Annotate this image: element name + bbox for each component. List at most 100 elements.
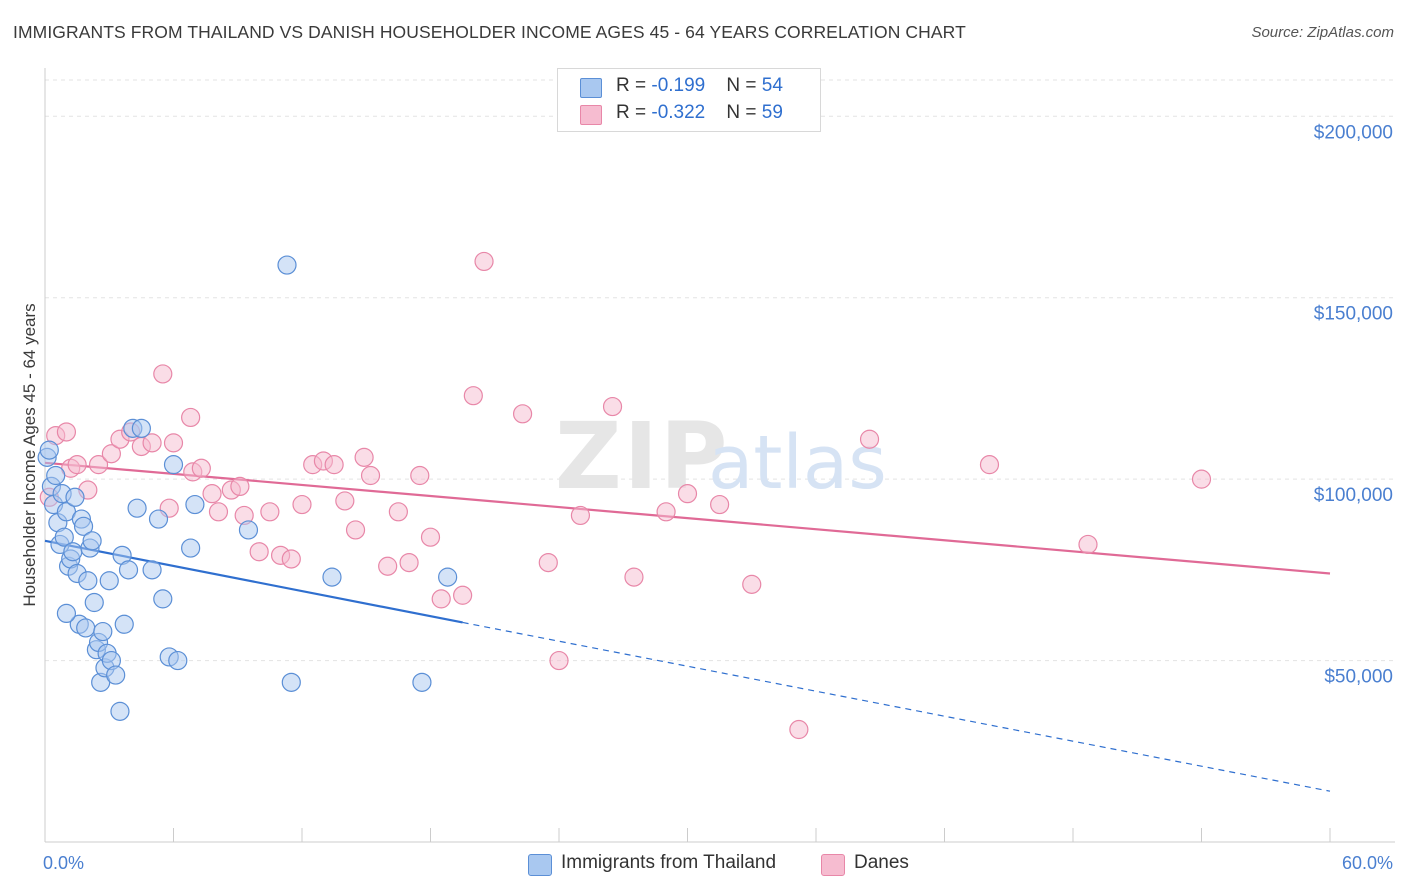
y-tick-label: $150,000 xyxy=(1314,304,1393,325)
point-danes xyxy=(549,650,569,671)
point-danes xyxy=(420,527,441,547)
point-danes xyxy=(677,484,698,504)
grid-lines xyxy=(45,79,1395,662)
point-thailand xyxy=(106,665,126,685)
point-danes xyxy=(153,364,173,384)
point-danes xyxy=(324,455,344,475)
point-thailand xyxy=(39,440,59,460)
point-thailand xyxy=(148,509,169,529)
bottom-legend-swatch-danes xyxy=(821,854,845,876)
point-thailand xyxy=(438,567,458,587)
point-danes xyxy=(292,494,312,515)
point-danes xyxy=(249,542,269,562)
point-danes xyxy=(378,556,398,576)
point-thailand xyxy=(114,614,134,634)
stats-legend: R = -0.199 N = 54 R = -0.322 N = 59 xyxy=(557,68,821,132)
point-danes xyxy=(142,433,162,453)
point-danes xyxy=(742,574,762,594)
point-danes xyxy=(191,458,211,478)
point-danes xyxy=(281,549,301,569)
point-thailand xyxy=(82,531,102,551)
point-danes xyxy=(345,520,366,540)
point-thailand xyxy=(56,603,77,624)
point-danes xyxy=(656,502,676,522)
point-thailand xyxy=(185,494,205,515)
point-danes xyxy=(710,494,730,515)
point-thailand xyxy=(63,542,83,562)
point-danes xyxy=(399,552,419,573)
point-danes xyxy=(181,407,201,428)
source-label: Source: ZipAtlas.com xyxy=(1251,24,1394,41)
legend-swatch-thailand xyxy=(580,78,602,98)
bottom-legend-label-danes: Danes xyxy=(854,852,909,873)
point-thailand xyxy=(163,455,184,475)
point-danes xyxy=(354,447,374,467)
point-thailand xyxy=(131,418,151,438)
point-thailand xyxy=(277,255,297,275)
point-danes xyxy=(789,719,809,740)
point-thailand xyxy=(153,589,173,609)
point-thailand xyxy=(110,701,130,721)
point-thailand xyxy=(65,487,85,507)
point-danes xyxy=(163,433,184,453)
point-danes xyxy=(360,465,381,486)
trend-line-danes xyxy=(44,461,1331,575)
legend-swatch-danes xyxy=(580,105,602,125)
legend-n-label: N = xyxy=(726,102,762,123)
y-tick-label: $200,000 xyxy=(1314,122,1393,143)
y-tick-label: $100,000 xyxy=(1314,485,1393,506)
point-thailand xyxy=(281,672,301,692)
legend-r-label: R = xyxy=(616,102,652,123)
point-thailand xyxy=(322,567,342,587)
y-axis-label: Householder Income Ages 45 - 64 years xyxy=(20,303,39,606)
legend-r-value: -0.322 xyxy=(651,102,706,123)
point-thailand xyxy=(78,571,98,591)
point-danes xyxy=(453,585,473,605)
legend-n-value: 59 xyxy=(761,102,783,123)
point-danes xyxy=(208,502,229,522)
point-thailand xyxy=(76,618,96,638)
y-tick-labels: $50,000 $100,000 $150,000 $200,000 xyxy=(1314,122,1393,687)
x-tick-labels: 0.0% 60.0% xyxy=(43,853,1393,873)
point-thailand xyxy=(54,527,74,547)
point-danes xyxy=(88,455,109,475)
chart-title: IMMIGRANTS FROM THAILAND VS DANISH HOUSE… xyxy=(13,22,966,42)
point-danes xyxy=(474,251,494,272)
point-danes xyxy=(202,484,222,504)
point-thailand xyxy=(99,571,119,591)
point-thailand xyxy=(118,560,139,580)
x-tick-label: 60.0% xyxy=(1342,853,1393,873)
point-thailand xyxy=(46,465,66,486)
point-danes xyxy=(1078,534,1098,555)
watermark-zip: ZIP xyxy=(555,403,729,510)
legend-n-value: 54 xyxy=(761,75,783,96)
trend-line-thailand-extension xyxy=(462,621,1331,792)
point-danes xyxy=(624,567,644,587)
bottom-legend-label-thailand: Immigrants from Thailand xyxy=(561,852,777,873)
point-thailand xyxy=(238,520,259,540)
point-thailand xyxy=(181,538,201,558)
watermark-atlas: atlas xyxy=(708,420,887,506)
point-thailand xyxy=(168,650,188,671)
point-danes xyxy=(512,404,533,424)
data-points xyxy=(37,251,1212,740)
point-danes xyxy=(56,422,77,442)
point-danes xyxy=(388,502,408,522)
legend-r-label: R = xyxy=(616,75,652,96)
point-danes xyxy=(230,476,250,496)
point-danes xyxy=(859,429,880,449)
point-danes xyxy=(463,386,483,406)
point-thailand xyxy=(73,516,94,536)
point-danes xyxy=(67,455,87,475)
point-danes xyxy=(602,396,623,417)
y-tick-label: $50,000 xyxy=(1324,667,1393,688)
point-danes xyxy=(570,505,591,526)
point-danes xyxy=(979,455,1000,475)
point-thailand xyxy=(412,672,432,692)
point-danes xyxy=(335,491,355,511)
point-danes xyxy=(410,465,430,486)
point-danes xyxy=(431,589,451,609)
x-tick-label: 0.0% xyxy=(43,853,84,873)
legend-r-value: -0.199 xyxy=(651,75,706,96)
